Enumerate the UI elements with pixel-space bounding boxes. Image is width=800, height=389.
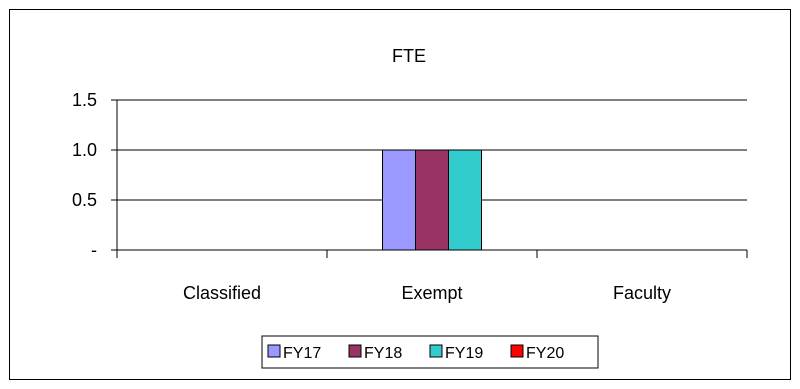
legend-swatch (348, 344, 362, 358)
bar (382, 149, 416, 251)
legend-swatch (267, 344, 281, 358)
y-axis: - 0.5 1.0 1.5 (72, 90, 118, 260)
legend-label: FY19 (445, 345, 483, 362)
y-tick-label: - (91, 240, 97, 260)
bars (382, 149, 482, 251)
y-tick-label: 1.5 (72, 90, 97, 110)
legend-label: FY20 (526, 345, 564, 362)
y-tick-label: 0.5 (72, 190, 97, 210)
legend-label: FY18 (364, 345, 402, 362)
bar (448, 149, 482, 251)
bar (415, 149, 449, 251)
legend-swatch (510, 344, 524, 358)
x-category-label: Faculty (613, 283, 671, 303)
x-axis: Classified Exempt Faculty (116, 249, 748, 303)
legend: FY17 FY18 FY19 FY20 (261, 335, 599, 369)
legend-label: FY17 (283, 345, 321, 362)
x-category-label: Exempt (401, 283, 462, 303)
x-category-label: Classified (183, 283, 261, 303)
legend-swatch (429, 344, 443, 358)
y-tick-label: 1.0 (72, 140, 97, 160)
chart-title: FTE (392, 46, 426, 66)
